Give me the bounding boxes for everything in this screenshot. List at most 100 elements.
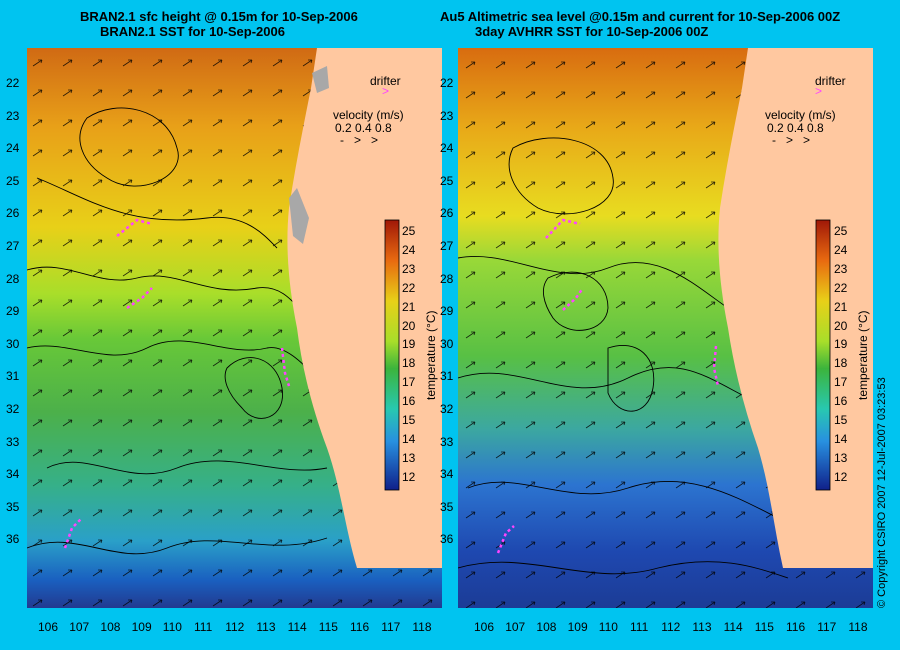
colorbar-tick: 16 (834, 394, 848, 409)
colorbar-tick: 16 (402, 394, 416, 409)
longitude-label: 112 (661, 620, 681, 634)
left-colorbar-label: temperature (°C) (424, 310, 438, 401)
colorbar-tick: 24 (402, 242, 416, 257)
latitude-label: 29 (6, 304, 20, 319)
colorbar-tick: 22 (834, 280, 848, 295)
longitude-label: 108 (536, 620, 557, 634)
longitude-label: 107 (505, 620, 526, 634)
longitude-label: 114 (723, 620, 743, 634)
latitude-label: 34 (6, 467, 20, 482)
latitude-label: 27 (6, 239, 20, 253)
colorbar-tick: 17 (402, 375, 416, 390)
latitude-label: 24 (440, 141, 454, 156)
colorbar-tick: 25 (402, 224, 416, 238)
longitude-label: 110 (598, 620, 618, 634)
latitude-label: 31 (6, 369, 20, 384)
left-title-line1: BRAN2.1 sfc height @ 0.15m for 10-Sep-20… (80, 9, 358, 24)
latitude-label: 28 (6, 271, 20, 286)
latitude-label: 25 (440, 173, 454, 188)
latitude-label: 24 (6, 141, 20, 156)
latitude-label: 23 (6, 108, 20, 123)
latitude-label: 31 (440, 369, 454, 384)
longitude-label: 116 (786, 620, 806, 634)
latitude-label: 32 (6, 402, 20, 416)
colorbar-tick: 15 (402, 413, 416, 427)
colorbar-tick: 21 (402, 299, 416, 314)
right-velocity-scale: 0.2 0.4 0.8 (767, 121, 824, 135)
latitude-label: 30 (440, 336, 454, 351)
colorbar-tick: 18 (402, 356, 416, 371)
colorbar-tick: 13 (402, 450, 416, 465)
latitude-label: 36 (440, 532, 454, 547)
latitude-label: 28 (440, 271, 454, 286)
colorbar-tick: 19 (402, 337, 416, 352)
colorbar-tick: 12 (834, 469, 848, 484)
longitude-label: 109 (131, 620, 152, 634)
left-drifter-label: drifter (370, 74, 401, 88)
longitude-label: 106 (474, 620, 495, 634)
colorbar-tick: 23 (402, 261, 416, 276)
latitude-label: 22 (6, 76, 20, 90)
left-velocity-label: velocity (m/s) (333, 108, 404, 122)
longitude-label: 110 (162, 620, 182, 634)
colorbar-tick: 19 (834, 337, 848, 352)
left-map (27, 48, 442, 608)
latitude-label: 29 (440, 304, 454, 319)
longitude-label: 118 (412, 620, 432, 634)
colorbar-tick: 25 (834, 224, 848, 238)
longitude-label: 116 (350, 620, 370, 634)
left-velocity-arrows: - > > (340, 133, 379, 147)
longitude-label: 117 (817, 620, 837, 634)
right-title-line1: Au5 Altimetric sea level @0.15m and curr… (440, 9, 841, 24)
longitude-label: 115 (754, 620, 774, 634)
longitude-label: 106 (38, 620, 59, 634)
right-colorbar-label: temperature (°C) (856, 310, 870, 401)
right-title-line2: 3day AVHRR SST for 10-Sep-2006 00Z (475, 24, 709, 39)
latitude-label: 33 (440, 434, 454, 449)
latitude-label: 36 (6, 532, 20, 547)
colorbar-tick: 21 (834, 299, 848, 314)
right-drifter-label: drifter (815, 74, 846, 88)
colorbar-tick: 22 (402, 280, 416, 295)
right-velocity-arrows: - > > (772, 133, 811, 147)
colorbar-tick: 18 (834, 356, 848, 371)
latitude-label: 32 (440, 402, 454, 416)
colorbar-tick: 15 (834, 413, 848, 427)
left-drifter-marker: > (382, 84, 390, 98)
latitude-label: 26 (440, 206, 454, 221)
longitude-label: 112 (225, 620, 245, 634)
longitude-label: 117 (381, 620, 401, 634)
latitude-label: 30 (6, 336, 20, 351)
latitude-label: 35 (440, 499, 454, 514)
longitude-label: 115 (318, 620, 338, 634)
latitude-label: 23 (440, 108, 454, 123)
colorbar-tick: 13 (834, 450, 848, 465)
longitude-label: 107 (69, 620, 90, 634)
latitude-label: 26 (6, 206, 20, 221)
longitude-label: 108 (100, 620, 121, 634)
colorbar-tick: 14 (834, 431, 848, 446)
latitude-label: 25 (6, 173, 20, 188)
colorbar-tick: 20 (834, 318, 848, 333)
longitude-label: 114 (287, 620, 307, 634)
colorbar-tick: 14 (402, 431, 416, 446)
right-velocity-label: velocity (m/s) (765, 108, 836, 122)
colorbar-tick: 20 (402, 318, 416, 333)
right-map (458, 48, 873, 608)
colorbar-tick: 24 (834, 242, 848, 257)
longitude-label: 111 (630, 620, 649, 634)
latitude-label: 35 (6, 499, 20, 514)
colorbar-tick: 17 (834, 375, 848, 390)
latitude-label: 27 (440, 239, 454, 253)
longitude-label: 113 (692, 620, 712, 634)
longitude-label: 111 (194, 620, 213, 634)
left-title-line2: BRAN2.1 SST for 10-Sep-2006 (100, 24, 285, 39)
left-velocity-scale: 0.2 0.4 0.8 (335, 121, 392, 135)
latitude-label: 34 (440, 467, 454, 482)
longitude-label: 113 (256, 620, 276, 634)
latitude-label: 33 (6, 434, 20, 449)
latitude-label: 22 (440, 76, 454, 90)
longitude-label: 109 (567, 620, 588, 634)
longitude-label: 118 (848, 620, 868, 634)
copyright-text: © Copyright CSIRO 2007 12-Jul-2007 03:23… (876, 377, 888, 608)
